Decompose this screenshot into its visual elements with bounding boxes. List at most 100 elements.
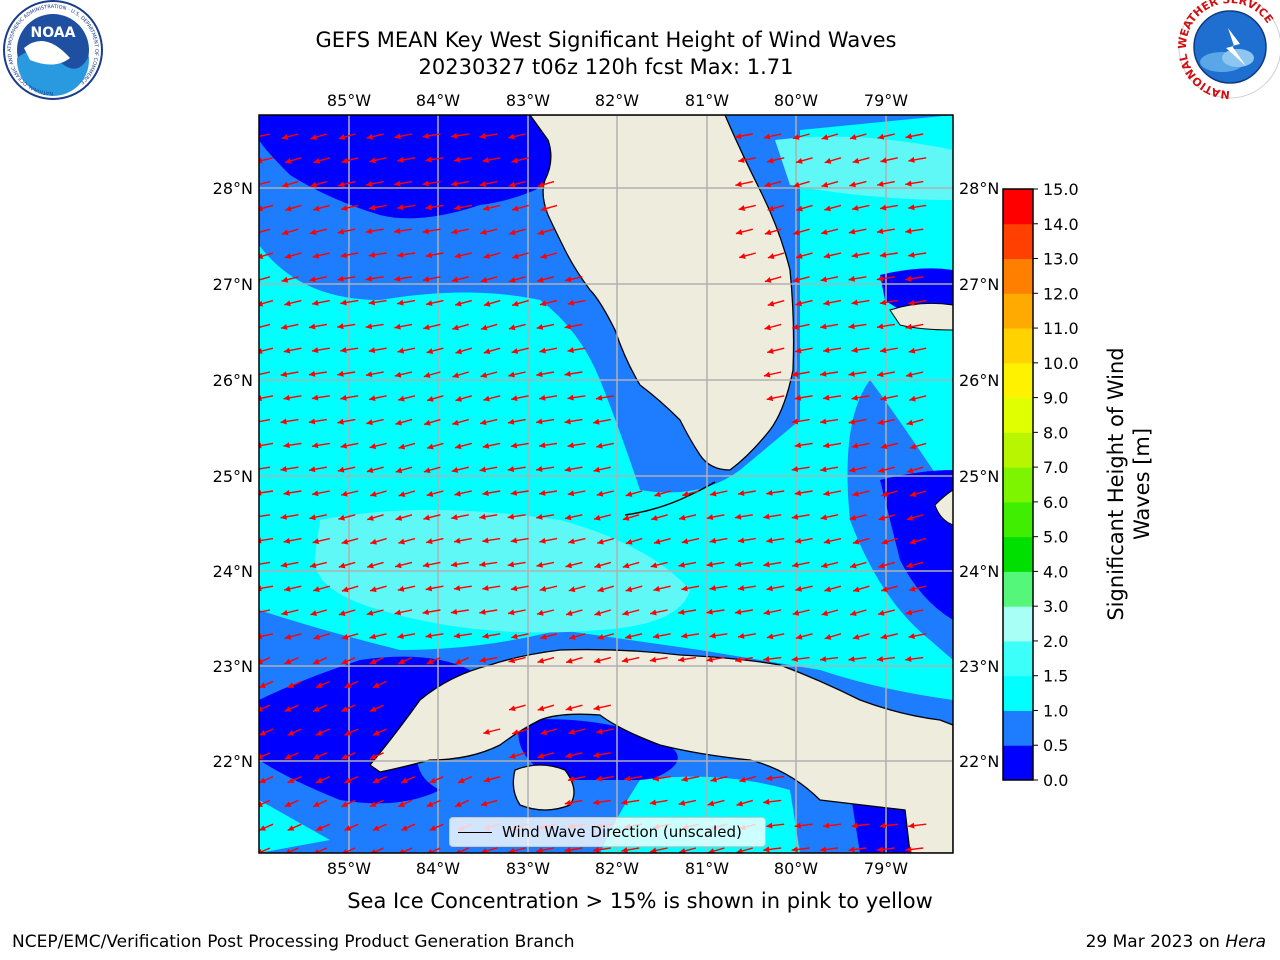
- wind-wave-arrowhead: [259, 205, 263, 212]
- wind-wave-arrow: [259, 395, 274, 400]
- wind-wave-arrowhead: [710, 776, 717, 783]
- wind-wave-arrowhead: [508, 847, 515, 853]
- wind-wave-arrowhead: [508, 324, 516, 331]
- wind-wave-arrowhead: [508, 181, 516, 188]
- wind-wave-arrowhead: [652, 775, 660, 782]
- wind-wave-arrow: [259, 656, 271, 664]
- wind-wave-arrowhead: [397, 251, 404, 258]
- wind-wave-arrowhead: [764, 229, 772, 236]
- wave-contour-0-0.5-nw: [259, 115, 560, 219]
- wind-wave-arrowhead: [341, 538, 349, 545]
- wind-wave-arrowhead: [453, 585, 461, 592]
- wind-wave-arrowhead: [763, 133, 771, 140]
- wind-wave-arrowhead: [341, 633, 349, 640]
- wind-wave-arrowhead: [282, 229, 289, 236]
- wind-wave-arrowhead: [394, 228, 401, 234]
- wind-wave-arrowhead: [337, 370, 344, 377]
- wind-wave-arrowhead: [451, 514, 458, 521]
- wind-wave-arrowhead: [791, 371, 799, 378]
- wind-wave-arrowhead: [287, 825, 295, 831]
- wind-wave-arrowhead: [851, 442, 859, 449]
- wind-wave-arrowhead: [512, 729, 519, 735]
- wind-wave-arrowhead: [280, 561, 288, 568]
- wind-wave-arrowhead: [564, 276, 572, 283]
- wind-wave-arrowhead: [540, 729, 548, 735]
- wind-wave-arrowhead: [483, 776, 491, 783]
- wind-wave-arrowhead: [427, 849, 433, 853]
- wind-wave-arrowhead: [310, 134, 318, 140]
- wind-wave-arrow: [259, 561, 271, 565]
- noaa-logo-text: NOAA: [31, 25, 76, 41]
- wind-wave-arrowhead: [397, 204, 404, 211]
- wind-wave-arrowhead: [734, 513, 742, 520]
- wind-wave-arrowhead: [283, 347, 291, 354]
- wind-wave-arrowhead: [452, 419, 459, 426]
- wind-wave-arrow: [259, 442, 274, 447]
- wind-wave-arrowhead: [766, 822, 773, 829]
- wind-wave-arrowhead: [767, 157, 774, 164]
- wind-wave-arrowhead: [621, 799, 628, 806]
- wind-wave-arrowhead: [536, 513, 543, 520]
- wind-wave-arrowhead: [792, 561, 799, 568]
- wind-wave-arrowhead: [395, 419, 402, 426]
- wind-wave-arrowhead: [734, 608, 742, 615]
- wind-wave-arrow: [259, 323, 271, 329]
- wind-wave-arrowhead: [313, 634, 321, 640]
- wind-wave-arrowhead: [366, 133, 374, 140]
- wind-wave-arrowhead: [259, 300, 264, 307]
- wind-wave-arrowhead: [480, 419, 487, 426]
- wind-wave-arrow: [342, 847, 356, 853]
- wind-wave-arrowhead: [310, 181, 317, 188]
- wind-wave-arrowhead: [313, 658, 320, 665]
- wind-wave-arrowhead: [848, 370, 855, 377]
- wind-wave-arrowhead: [370, 586, 377, 593]
- wind-wave-arrowhead: [511, 395, 518, 402]
- wind-wave-arrowhead: [397, 633, 404, 640]
- wind-wave-arrowhead: [597, 586, 605, 593]
- wind-wave-arrowhead: [341, 658, 349, 665]
- wind-wave-arrowhead: [509, 753, 516, 759]
- wind-wave-arrowhead: [536, 418, 543, 425]
- wind-wave-arrowhead: [369, 801, 377, 807]
- wind-wave-arrowhead: [540, 633, 547, 640]
- footer-host: Hera: [1225, 932, 1266, 952]
- wind-wave-arrow: [285, 847, 299, 853]
- wind-wave-arrowhead: [425, 585, 433, 592]
- wind-wave-arrowhead: [905, 846, 912, 853]
- wind-wave-arrowhead: [908, 822, 915, 829]
- wind-wave-arrowhead: [823, 299, 830, 306]
- wind-wave-arrowhead: [909, 538, 917, 545]
- wind-wave-arrowhead: [479, 608, 486, 615]
- wind-wave-arrowhead: [820, 323, 827, 330]
- wind-wave-arrowhead: [909, 491, 917, 497]
- wind-wave-arrowhead: [311, 394, 319, 401]
- lat-tick-left: 25°N: [213, 467, 253, 486]
- wind-wave-arrowhead: [284, 658, 292, 665]
- wind-wave-arrowhead: [763, 609, 771, 616]
- wind-wave-arrowhead: [878, 467, 885, 474]
- chart-title-line2: 20230327 t06z 120h fcst Max: 1.71: [418, 55, 794, 79]
- wind-wave-arrowhead: [766, 775, 773, 782]
- wind-wave-arrowhead: [340, 347, 347, 353]
- wind-wave-arrowhead: [593, 466, 600, 473]
- wind-wave-arrowhead: [848, 275, 855, 282]
- wind-wave-arrowhead: [479, 656, 487, 663]
- wind-wave-arrowhead: [287, 682, 295, 688]
- wind-wave-arrowhead: [650, 847, 657, 853]
- wind-wave-arrowhead: [482, 490, 489, 497]
- colorbar-bin: [1003, 467, 1033, 503]
- wind-wave-arrowhead: [537, 181, 545, 188]
- wind-wave-arrowhead: [480, 800, 488, 807]
- wind-wave-arrowhead: [823, 822, 830, 829]
- wind-wave-arrowhead: [450, 561, 458, 568]
- wind-wave-arrowhead: [370, 849, 376, 853]
- wind-wave-arrowhead: [767, 348, 774, 354]
- wind-wave-arrow: [259, 228, 271, 234]
- wind-wave-arrowhead: [455, 801, 462, 807]
- lon-tick-top: 79°W: [864, 91, 908, 110]
- wind-wave-arrowhead: [681, 632, 688, 639]
- wind-wave-arrowhead: [451, 228, 458, 235]
- wind-wave-arrowhead: [370, 538, 377, 545]
- wind-wave-arrowhead: [852, 205, 859, 211]
- wind-wave-arrowhead: [284, 157, 292, 164]
